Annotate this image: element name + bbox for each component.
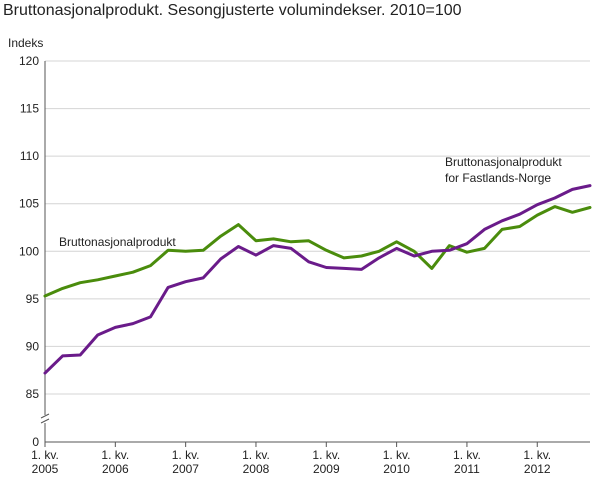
series-lines — [43, 184, 592, 375]
y-tick-label: 105 — [19, 197, 39, 211]
x-tick-label-year: 2008 — [243, 462, 270, 476]
chart-title: Bruttonasjonalprodukt. Sesongjusterte vo… — [3, 2, 462, 19]
x-tick-label-quarter: 1. kv. — [383, 448, 411, 462]
y-tick-label: 110 — [20, 149, 39, 163]
x-tick-label-year: 2006 — [102, 462, 129, 476]
x-tick-label-year: 2009 — [313, 462, 340, 476]
y-tick-label: 120 — [19, 54, 39, 68]
y-tick-label: 0 — [32, 435, 39, 449]
y-tick-labels: 0 85 90 95 100 105 110 115 120 — [19, 54, 39, 449]
x-tick-label-quarter: 1. kv. — [453, 448, 481, 462]
x-tick-label-year: 2012 — [524, 462, 551, 476]
axis-break-gap — [40, 415, 50, 423]
x-tick-label-quarter: 1. kv. — [523, 448, 551, 462]
y-tick-label: 85 — [26, 387, 40, 401]
series-labels: Bruttonasjonalprodukt Bruttonasjonalprodu… — [59, 155, 562, 249]
x-tick-label-quarter: 1. kv. — [172, 448, 200, 462]
y-tick-label: 90 — [26, 339, 40, 353]
x-tick-label-quarter: 1. kv. — [312, 448, 340, 462]
axis-break-mark — [40, 413, 50, 419]
gridlines — [45, 60, 590, 395]
x-tick-label-quarter: 1. kv. — [242, 448, 270, 462]
y-tick-label: 115 — [20, 102, 39, 116]
series-label-1: Bruttonasjonalprodukt — [445, 155, 562, 169]
y-tick-label: 100 — [19, 244, 39, 258]
series-label-1: for Fastlands-Norge — [445, 171, 551, 185]
x-tick-label-quarter: 1. kv. — [101, 448, 129, 462]
axis-break-mark — [40, 418, 50, 424]
series-line-0 — [43, 205, 592, 298]
x-tick-label-year: 2010 — [383, 462, 410, 476]
x-tick-label-quarter: 1. kv. — [31, 448, 59, 462]
x-tick-label-year: 2011 — [454, 462, 480, 476]
y-tick-label: 95 — [26, 292, 40, 306]
series-label-0: Bruttonasjonalprodukt — [59, 235, 176, 249]
series-line-1 — [43, 184, 592, 375]
x-tick-label-year: 2007 — [172, 462, 199, 476]
x-tick-label-year: 2005 — [32, 462, 59, 476]
y-axis-title: Indeks — [8, 36, 43, 50]
axes — [40, 61, 590, 447]
